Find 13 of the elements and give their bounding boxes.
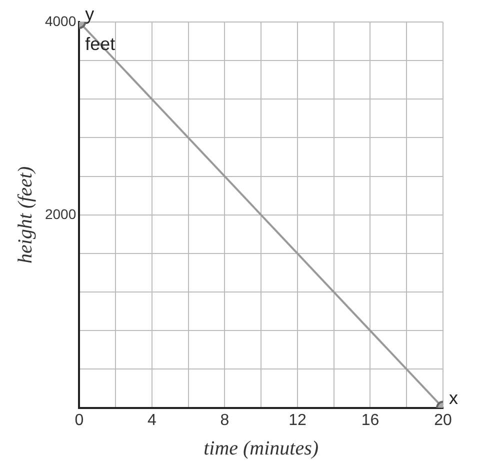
x-tick-label: 12 (288, 412, 306, 429)
annotation: feet (85, 34, 116, 54)
y-tick-label: 2000 (44, 206, 76, 222)
y-axis-title: height (feet) (14, 166, 36, 264)
x-tick-label: 4 (147, 412, 156, 429)
x-tick-label: 8 (220, 412, 230, 429)
y-tick-label: 4000 (44, 12, 76, 29)
x-tick-label: 16 (361, 412, 380, 429)
text: x (449, 388, 458, 408)
annotation: y (85, 4, 94, 24)
x-tick-label: 0 (74, 412, 84, 429)
x-axis-title: time (minutes) (204, 437, 319, 460)
x-tick-label: 20 (434, 412, 452, 429)
